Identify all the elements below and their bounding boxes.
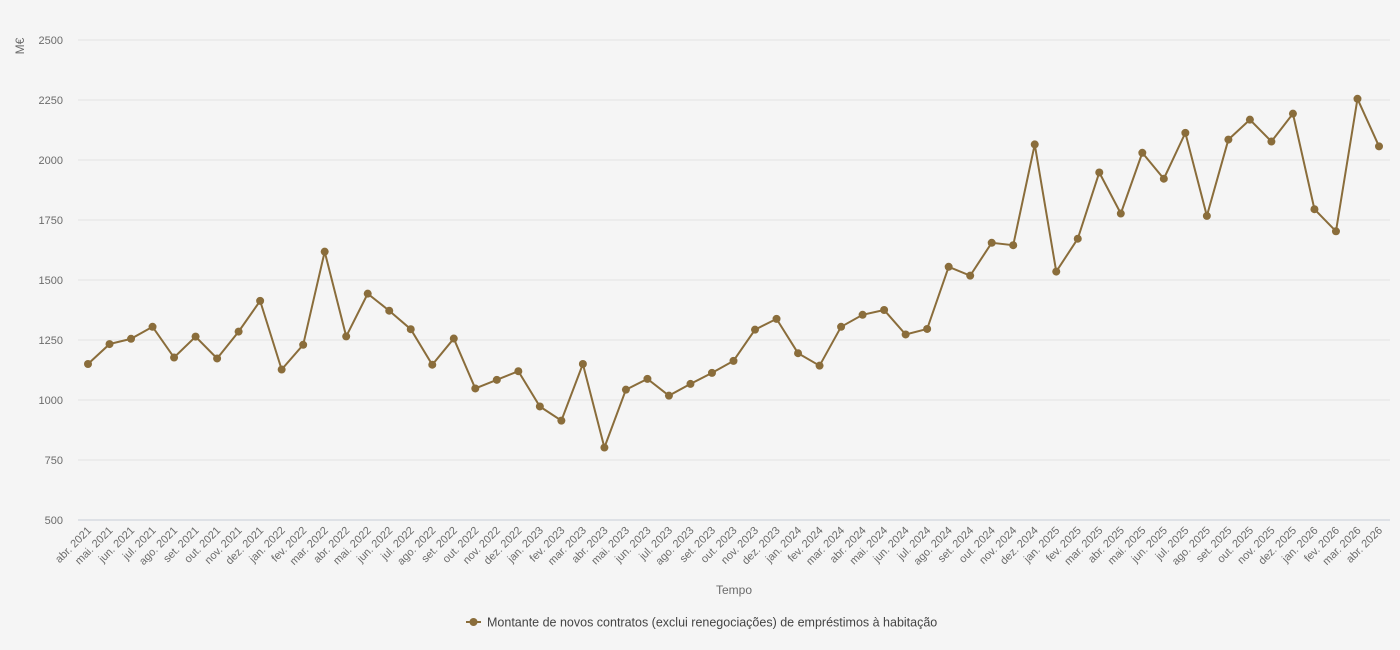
legend[interactable]: Montante de novos contratos (exclui rene… xyxy=(466,616,937,630)
data-point[interactable] xyxy=(794,349,803,358)
y-axis-ticks: 500 750 1000 1250 1500 1750 2000 2250 2500 xyxy=(39,35,63,527)
y-tick-label: 1250 xyxy=(39,335,63,347)
data-point[interactable] xyxy=(1288,109,1297,118)
data-point[interactable] xyxy=(406,325,415,334)
data-point[interactable] xyxy=(1052,267,1061,276)
data-point[interactable] xyxy=(987,238,996,247)
data-point[interactable] xyxy=(1375,142,1383,151)
data-point[interactable] xyxy=(449,334,458,343)
data-point[interactable] xyxy=(772,314,781,323)
data-point[interactable] xyxy=(127,334,136,343)
data-point[interactable] xyxy=(600,443,609,452)
grid-lines xyxy=(78,39,1390,461)
y-tick-label: 2250 xyxy=(39,95,63,107)
data-point[interactable] xyxy=(944,262,953,271)
data-point[interactable] xyxy=(299,340,308,349)
data-point[interactable] xyxy=(557,416,566,425)
data-point[interactable] xyxy=(1073,234,1082,243)
data-point[interactable] xyxy=(1245,115,1254,124)
legend-label: Montante de novos contratos (exclui rene… xyxy=(487,616,937,630)
data-point[interactable] xyxy=(213,354,222,363)
data-point[interactable] xyxy=(105,340,114,349)
y-tick-label: 2000 xyxy=(39,155,63,167)
data-point[interactable] xyxy=(621,385,630,394)
data-point[interactable] xyxy=(277,365,286,374)
data-point[interactable] xyxy=(880,306,889,314)
data-point[interactable] xyxy=(363,289,372,298)
x-axis-title: Tempo xyxy=(716,583,752,597)
data-point[interactable] xyxy=(256,296,265,305)
y-tick-label: 2500 xyxy=(39,35,63,47)
data-point[interactable] xyxy=(1267,137,1276,146)
data-point[interactable] xyxy=(84,360,92,368)
y-axis-title: M€ xyxy=(13,37,27,54)
data-point[interactable] xyxy=(686,379,695,388)
data-point[interactable] xyxy=(837,322,846,331)
data-point[interactable] xyxy=(664,391,673,400)
data-point[interactable] xyxy=(1009,241,1018,250)
data-point[interactable] xyxy=(514,367,523,376)
data-point[interactable] xyxy=(385,306,394,315)
data-point[interactable] xyxy=(191,332,200,341)
data-point[interactable] xyxy=(1138,148,1147,157)
data-point[interactable] xyxy=(1202,211,1211,220)
data-point[interactable] xyxy=(1310,205,1319,214)
data-point[interactable] xyxy=(1095,168,1104,177)
data-point[interactable] xyxy=(320,247,329,256)
data-point[interactable] xyxy=(1353,94,1362,103)
y-tick-label: 500 xyxy=(45,515,63,527)
data-point[interactable] xyxy=(1224,135,1233,144)
data-point[interactable] xyxy=(729,356,738,365)
data-point[interactable] xyxy=(471,384,480,393)
data-point[interactable] xyxy=(535,402,544,411)
data-point[interactable] xyxy=(492,375,501,384)
data-point[interactable] xyxy=(578,360,587,368)
data-point[interactable] xyxy=(428,360,437,369)
data-point[interactable] xyxy=(342,332,351,341)
data-point[interactable] xyxy=(1159,174,1168,183)
data-point[interactable] xyxy=(1030,140,1039,149)
data-point[interactable] xyxy=(923,324,932,333)
data-point[interactable] xyxy=(148,322,157,331)
data-point[interactable] xyxy=(707,368,716,377)
data-point[interactable] xyxy=(1331,227,1340,236)
series-points xyxy=(84,94,1383,452)
legend-marker-dot xyxy=(469,618,478,626)
data-point[interactable] xyxy=(901,330,910,339)
data-point[interactable] xyxy=(1181,128,1190,137)
data-point[interactable] xyxy=(1116,209,1125,218)
data-point[interactable] xyxy=(643,374,652,383)
y-tick-label: 1750 xyxy=(39,215,63,227)
data-point[interactable] xyxy=(966,271,975,280)
data-point[interactable] xyxy=(751,325,760,334)
data-point[interactable] xyxy=(858,310,867,319)
data-point[interactable] xyxy=(170,353,179,362)
series-line xyxy=(87,95,1380,451)
data-point[interactable] xyxy=(234,327,243,336)
y-tick-label: 750 xyxy=(45,455,63,467)
y-tick-label: 1500 xyxy=(39,275,63,287)
y-tick-label: 1000 xyxy=(39,395,63,407)
data-point[interactable] xyxy=(815,361,824,370)
